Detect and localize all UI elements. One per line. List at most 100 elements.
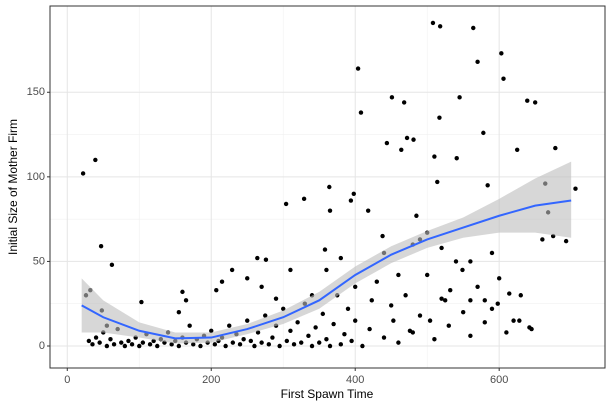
- point: [252, 343, 257, 349]
- point: [348, 198, 354, 203]
- point: [355, 66, 361, 71]
- point: [180, 289, 185, 295]
- point: [291, 342, 297, 347]
- point: [109, 262, 115, 268]
- point: [404, 135, 410, 141]
- point: [374, 279, 380, 284]
- point: [475, 284, 480, 290]
- point: [410, 330, 416, 335]
- point: [475, 59, 480, 65]
- point: [435, 179, 440, 185]
- point: [358, 110, 364, 115]
- point: [353, 318, 358, 323]
- point: [301, 196, 307, 202]
- point: [514, 147, 520, 152]
- y-tick-label: 150: [27, 86, 45, 98]
- y-tick-label: 100: [27, 171, 45, 183]
- x-tick-label: 0: [64, 374, 70, 386]
- point: [432, 154, 437, 159]
- point: [351, 191, 356, 196]
- point: [360, 343, 365, 349]
- point: [273, 296, 279, 301]
- point: [389, 303, 394, 308]
- point: [553, 145, 558, 151]
- point: [439, 296, 444, 301]
- point: [214, 287, 219, 293]
- point: [90, 342, 95, 347]
- point: [147, 342, 153, 347]
- point: [80, 171, 86, 176]
- point: [288, 328, 293, 333]
- y-tick-label: 0: [39, 340, 45, 352]
- x-tick-label: 400: [346, 374, 364, 386]
- point: [263, 257, 269, 262]
- point: [532, 100, 538, 105]
- point: [283, 201, 289, 207]
- point: [345, 306, 351, 311]
- point: [322, 247, 328, 252]
- point: [241, 337, 246, 342]
- point: [399, 147, 404, 152]
- point: [320, 311, 326, 317]
- point: [471, 25, 476, 31]
- point: [93, 157, 98, 163]
- point: [245, 276, 250, 281]
- point: [338, 255, 344, 261]
- point: [468, 333, 473, 339]
- point: [223, 343, 228, 349]
- point: [284, 338, 290, 344]
- point: [525, 98, 530, 103]
- point: [270, 335, 275, 340]
- point: [93, 335, 99, 340]
- point: [504, 330, 509, 335]
- point: [176, 309, 182, 315]
- point: [460, 267, 465, 273]
- point: [129, 342, 135, 347]
- point: [299, 340, 304, 345]
- panel-border: [49, 5, 606, 369]
- point: [288, 267, 293, 273]
- point: [517, 318, 522, 323]
- point: [119, 340, 124, 345]
- point: [259, 340, 264, 345]
- point: [396, 272, 401, 278]
- point: [485, 183, 490, 188]
- point: [169, 342, 174, 347]
- point: [365, 208, 371, 213]
- point: [111, 342, 117, 347]
- point: [104, 343, 110, 349]
- point: [338, 342, 344, 347]
- point: [417, 313, 423, 318]
- point: [155, 343, 160, 349]
- point: [140, 340, 146, 345]
- point: [263, 313, 268, 318]
- point: [229, 267, 235, 273]
- point: [209, 328, 214, 333]
- point: [495, 301, 500, 306]
- point: [511, 318, 516, 323]
- point: [324, 337, 329, 342]
- point: [369, 298, 374, 303]
- point: [349, 338, 354, 344]
- point: [187, 323, 192, 328]
- point: [122, 343, 128, 349]
- point: [98, 244, 104, 249]
- point: [448, 287, 453, 293]
- point: [126, 338, 131, 344]
- y-axis-title: Initial Size of Mother Firm: [6, 119, 20, 255]
- point: [573, 186, 578, 191]
- x-tick-label: 200: [202, 374, 220, 386]
- point: [437, 24, 443, 29]
- point: [327, 343, 333, 349]
- point: [481, 130, 486, 136]
- point: [482, 298, 487, 303]
- point: [259, 284, 264, 290]
- point: [482, 320, 487, 325]
- point: [424, 272, 430, 278]
- point: [281, 306, 286, 311]
- point: [248, 338, 254, 344]
- point: [391, 318, 396, 323]
- point: [389, 95, 395, 100]
- point: [460, 309, 466, 315]
